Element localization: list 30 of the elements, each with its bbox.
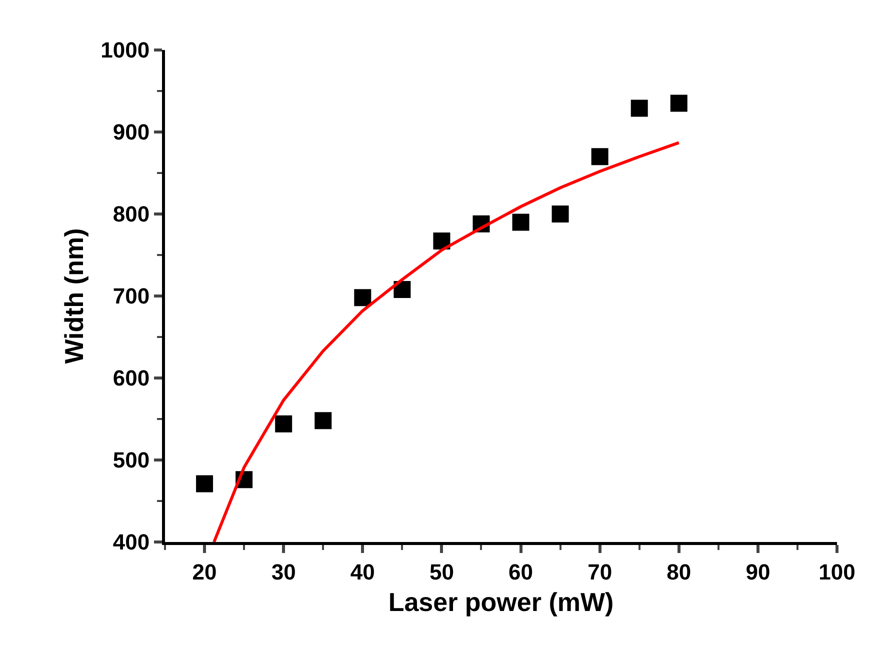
- point: [512, 214, 530, 231]
- x-tick-label: 70: [588, 559, 612, 584]
- point: [275, 415, 292, 432]
- y-tick-label: 700: [112, 284, 150, 309]
- x-tick-label: 30: [271, 559, 296, 584]
- point: [354, 289, 372, 306]
- y-tick-label: 1000: [100, 38, 150, 63]
- point: [196, 475, 214, 492]
- x-tick-label: 50: [429, 559, 454, 584]
- x-tick-label: 40: [350, 559, 375, 584]
- point: [670, 94, 688, 112]
- x-tick-label: 20: [192, 559, 217, 584]
- x-tick-label: 90: [746, 559, 770, 584]
- line-series: [212, 141, 680, 542]
- point: [394, 280, 411, 298]
- x-axis-title: Laser power (mW): [388, 587, 614, 618]
- point: [314, 412, 332, 430]
- y-axis-title: Width (nm): [59, 228, 90, 364]
- y-tick-label: 900: [112, 120, 150, 145]
- x-tick-label: 100: [818, 559, 856, 584]
- x-tick-label: 60: [508, 559, 533, 584]
- point: [591, 148, 608, 166]
- point: [552, 206, 569, 222]
- point: [630, 100, 648, 117]
- point: [433, 232, 450, 250]
- y-tick-label: 600: [112, 366, 150, 391]
- x-tick-label: 80: [666, 559, 692, 584]
- y-tick-label: 800: [112, 202, 150, 227]
- y-tick-label: 500: [112, 448, 150, 473]
- y-tick-label: 400: [112, 530, 150, 555]
